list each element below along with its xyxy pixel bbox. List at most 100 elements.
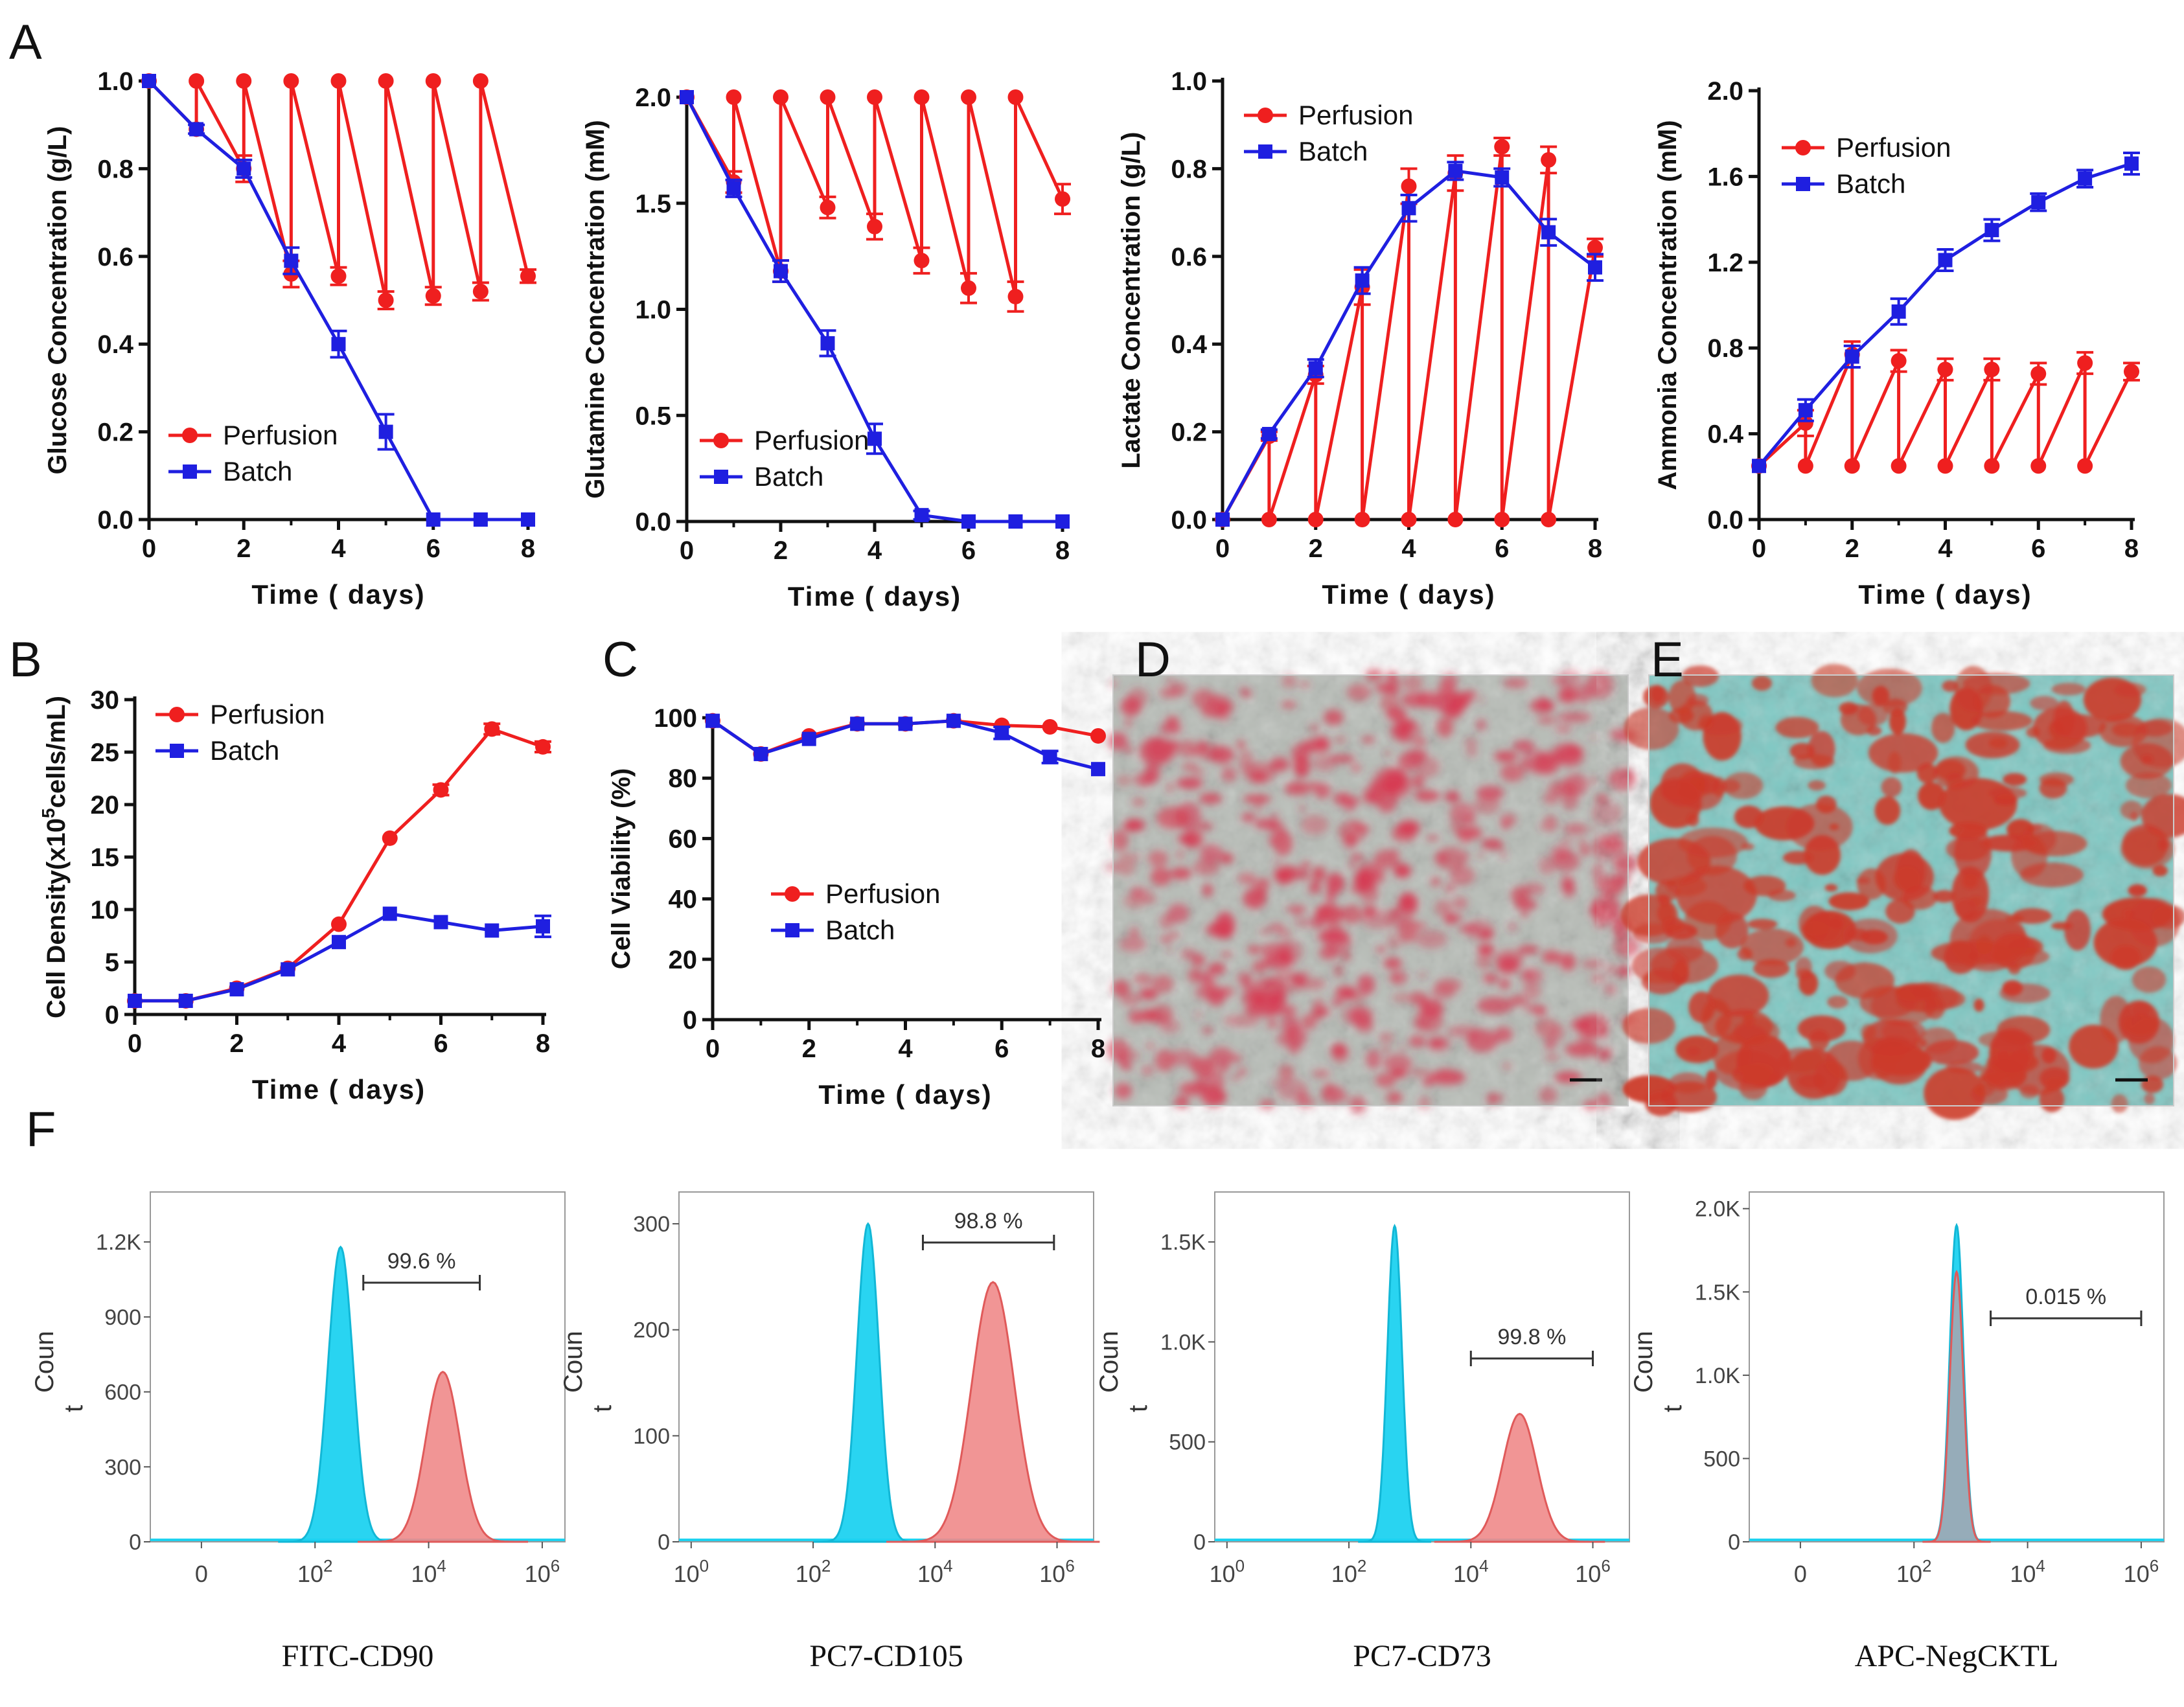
data-point [914, 253, 930, 269]
legend: Perfusion Batch [155, 699, 325, 766]
data-point [680, 90, 694, 104]
legend-label: Perfusion [754, 425, 869, 455]
legend-marker [1795, 140, 1811, 155]
x-tick-label: 4 [898, 1035, 913, 1063]
x-tick-label: 0 [142, 534, 156, 563]
y-tick-label: 300 [104, 1455, 141, 1480]
image-border [1648, 674, 2174, 1106]
series-batch [706, 713, 1105, 777]
y-tick-label: 900 [104, 1305, 141, 1330]
x-tick-label: 4 [1401, 534, 1416, 563]
y-tick-label: 600 [104, 1380, 141, 1405]
positive-peak [358, 1371, 529, 1543]
data-point [281, 962, 295, 977]
chart-density: 0 5 10 15 20 25 30 0 2 4 6 8 Time ( days) Cell Densit… [38, 686, 551, 1105]
data-point [536, 919, 550, 934]
data-point [378, 73, 394, 89]
data-point [521, 512, 535, 527]
data-point [1984, 223, 1999, 238]
data-point [178, 993, 193, 1008]
legend-marker [785, 886, 800, 902]
series-perfusion [141, 73, 536, 311]
x-tick-label: 0 [1794, 1561, 1807, 1587]
y-tick-label: 0.2 [1171, 418, 1207, 447]
data-point [330, 73, 347, 89]
y-tick-label: 1.0 [97, 67, 133, 96]
chart-glucose: 0.0 0.2 0.4 0.6 0.8 1.0 0 2 4 6 8 Time ( days) Gluco… [43, 67, 536, 610]
x-tick-label: 106 [2124, 1556, 2159, 1587]
x-axis-title: APC-NegCKTL [1855, 1639, 2059, 1673]
data-point [1215, 512, 1230, 527]
data-point [867, 89, 882, 105]
y-axis-title-suffix: t [1659, 1405, 1687, 1412]
data-point [189, 73, 205, 89]
data-point [850, 716, 865, 731]
data-point [1307, 512, 1324, 527]
data-point [1354, 512, 1370, 527]
x-tick-label: 2 [802, 1035, 816, 1063]
stain-spots [1620, 663, 2184, 1120]
legend-marker [714, 470, 728, 484]
data-point [1091, 762, 1105, 777]
y-tick-label: 1.5K [1695, 1280, 1740, 1305]
x-tick-label: 104 [2010, 1556, 2045, 1587]
y-tick-label: 0 [683, 1006, 697, 1035]
data-point [1261, 426, 1276, 441]
data-point [331, 916, 347, 932]
microscopy-image-e [1620, 663, 2184, 1120]
data-point [535, 739, 551, 755]
stain-spots [1105, 669, 1640, 1114]
data-point [898, 716, 913, 731]
x-tick-label: 6 [994, 1035, 1009, 1063]
data-point [473, 512, 488, 527]
data-point [774, 264, 788, 279]
x-tick-label: 100 [674, 1556, 709, 1587]
data-point [2078, 171, 2093, 186]
series-batch [128, 906, 551, 1008]
y-tick-label: 1.2K [96, 1230, 141, 1255]
data-point [426, 512, 441, 527]
data-point [1844, 458, 1860, 474]
y-tick-label: 80 [669, 764, 698, 793]
data-point [1448, 163, 1463, 178]
data-point [1007, 288, 1024, 304]
x-axis-title: Time ( days) [1858, 579, 2032, 610]
data-point [1937, 361, 1953, 378]
y-tick-label: 5 [105, 948, 119, 977]
y-axis-title: Glucose Concentration (g/L) [43, 126, 72, 475]
plot-frame [1214, 1191, 1630, 1542]
x-tick-label: 104 [1453, 1556, 1489, 1587]
flow-histogram-cd90: 99.6 % 0 300 600 900 1.2K 0 102 104 106 Coun t FITC-… [30, 1191, 566, 1673]
data-point [425, 288, 441, 304]
data-point [1355, 273, 1370, 288]
data-point [128, 993, 142, 1008]
y-tick-label: 0 [1193, 1530, 1206, 1555]
data-point [1588, 260, 1602, 275]
y-tick-label: 20 [91, 791, 120, 819]
y-tick-label: 0.4 [97, 330, 133, 359]
data-point [330, 268, 347, 284]
panel-letter-d: D [1135, 632, 1171, 687]
legend: Perfusion Batch [771, 878, 940, 945]
y-tick-label: 0 [105, 1001, 119, 1029]
series-line [135, 727, 544, 1003]
legend-label: Perfusion [1836, 132, 1951, 163]
data-point [1587, 240, 1603, 256]
x-tick-label: 102 [1896, 1556, 1932, 1587]
data-point [378, 292, 394, 308]
y-tick-label: 300 [633, 1212, 670, 1237]
data-point [1797, 415, 1813, 431]
x-tick-label: 102 [297, 1556, 333, 1587]
chart-lactate: 0.0 0.2 0.4 0.6 0.8 1.0 0 2 4 6 8 Time ( days) Lacta… [1117, 67, 1604, 610]
data-point [425, 73, 441, 89]
legend-marker [170, 744, 184, 758]
x-tick-label: 2 [1309, 534, 1323, 563]
x-axis-title: Time ( days) [1322, 579, 1495, 610]
data-point [2077, 355, 2093, 371]
x-tick-label: 8 [1091, 1035, 1105, 1063]
data-point [726, 89, 742, 105]
y-tick-label: 200 [633, 1318, 670, 1343]
x-tick-label: 6 [961, 536, 976, 565]
